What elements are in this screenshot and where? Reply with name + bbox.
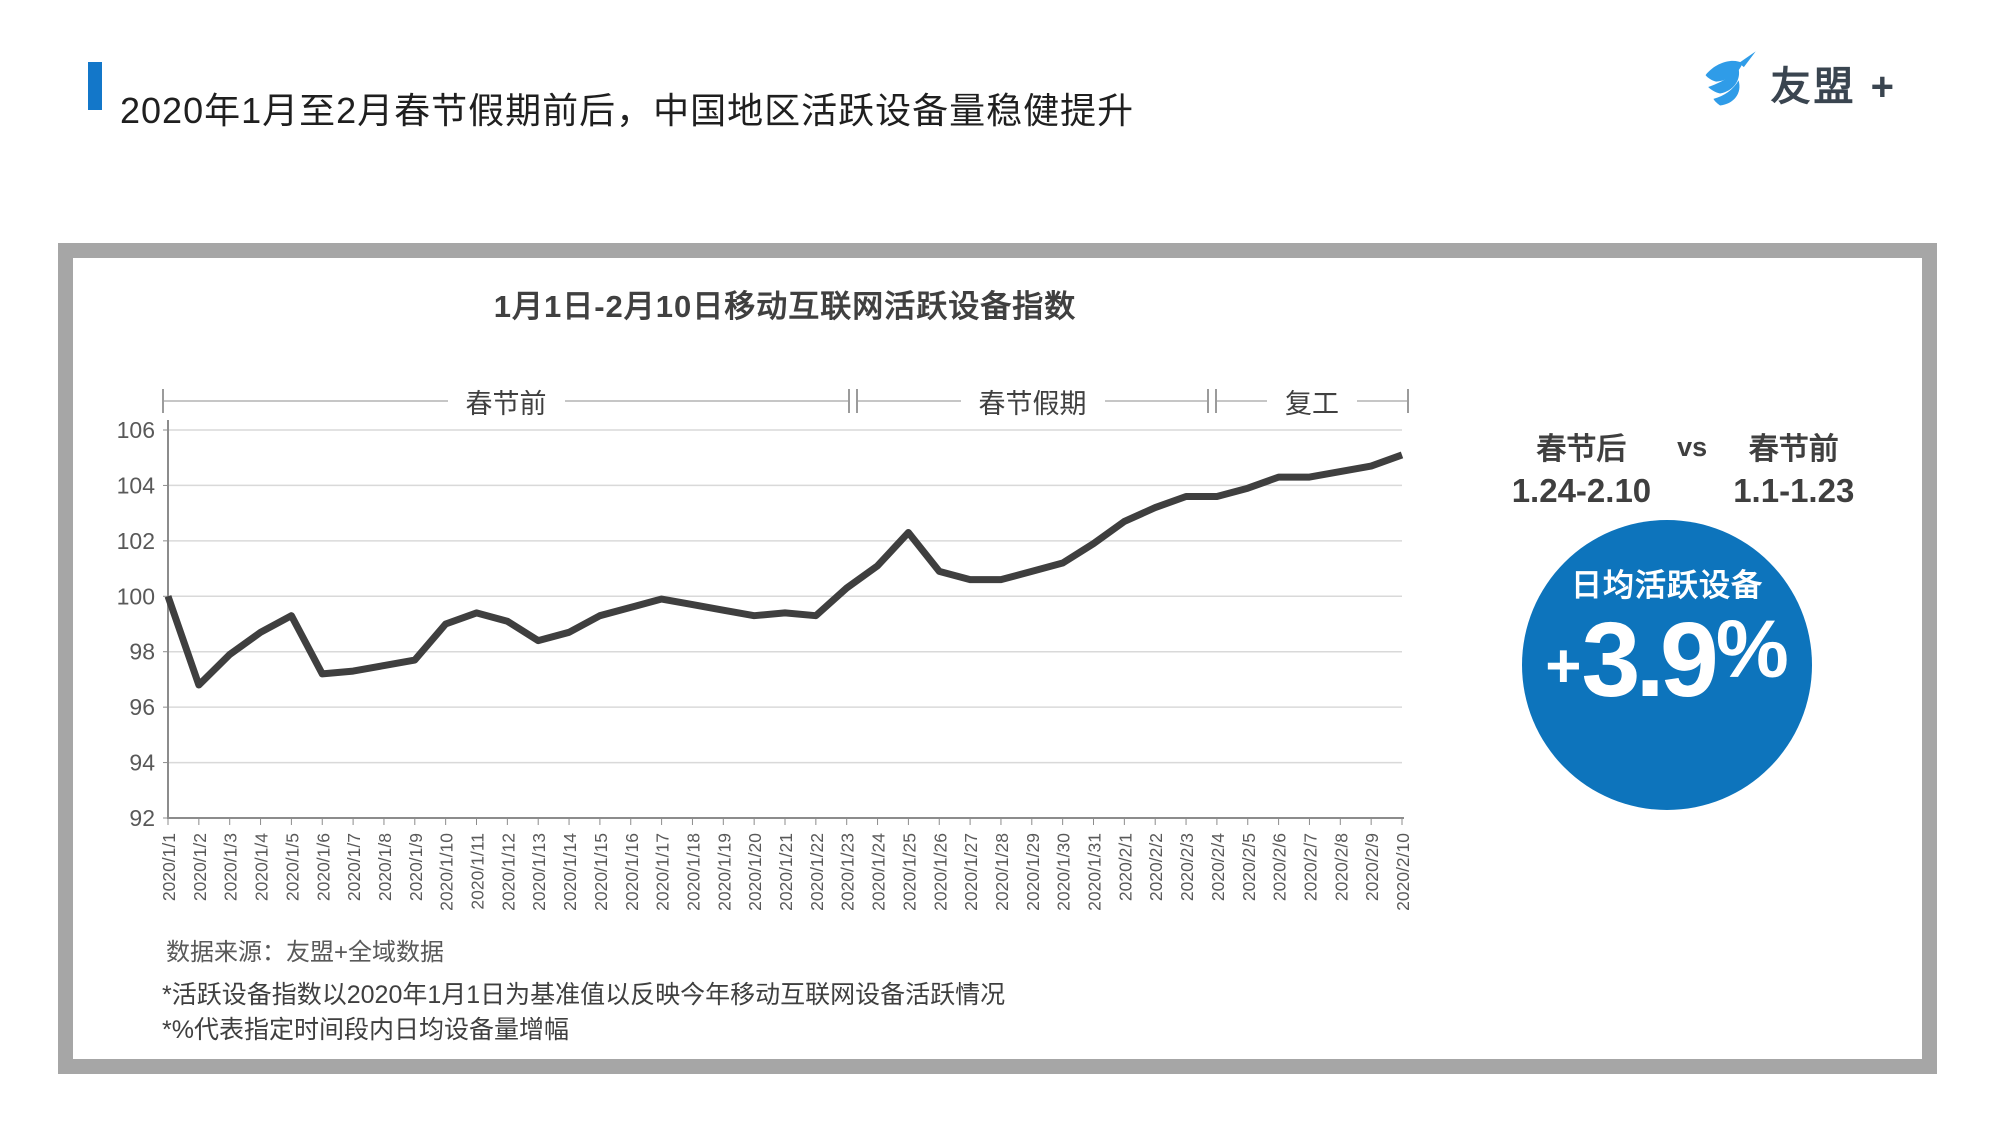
comparison-after-label: 春节后 xyxy=(1536,433,1627,466)
footnotes: *活跃设备指数以2020年1月1日为基准值以反映今年移动互联网设备活跃情况 *%… xyxy=(162,978,1005,1048)
comparison-before: 春节前 1.1-1.23 xyxy=(1733,424,1854,510)
footnote-1: *活跃设备指数以2020年1月1日为基准值以反映今年移动互联网设备活跃情况 xyxy=(162,981,1006,1009)
vs-label: vs xyxy=(1677,432,1708,462)
data-source-note: 数据来源：友盟+全域数据 xyxy=(166,939,445,966)
growth-badge-number: 3.9 xyxy=(1581,601,1718,719)
title-accent-bar xyxy=(88,62,102,110)
growth-badge: 日均活跃设备 +3.9% xyxy=(1522,520,1812,810)
bracket-end-bar xyxy=(1407,389,1409,413)
umeng-bird-icon xyxy=(1705,51,1756,106)
bracket-end-bar xyxy=(848,389,850,413)
footnote-2: *%代表指定时间段内日均设备量增幅 xyxy=(162,1016,569,1044)
chart-title: 1月1日-2月10日移动互联网活跃设备指数 xyxy=(493,289,1077,324)
growth-badge-plus: + xyxy=(1545,632,1582,701)
growth-badge-percent-sign: % xyxy=(1715,604,1789,695)
period-label-back-to-work: 复工 xyxy=(1285,388,1339,419)
bracket-end-bar xyxy=(162,389,164,413)
bracket-line xyxy=(164,400,448,402)
bracket-line xyxy=(1104,400,1207,402)
growth-badge-label: 日均活跃设备 xyxy=(1571,568,1763,603)
period-bracket-holiday: 春节假期 xyxy=(856,384,1209,419)
comparison-block: 春节后 1.24-2.10 vs 春节前 1.1-1.23 xyxy=(1468,424,1898,510)
period-label-holiday: 春节假期 xyxy=(978,388,1087,419)
comparison-after-range: 1.24-2.10 xyxy=(1511,472,1652,509)
page-title: 2020年1月至2月春节假期前后，中国地区活跃设备量稳健提升 xyxy=(120,90,1135,132)
bracket-line xyxy=(1357,400,1407,402)
comparison-before-range: 1.1-1.23 xyxy=(1733,472,1855,509)
growth-badge-value: +3.9% xyxy=(1522,607,1812,713)
comparison-before-label: 春节前 xyxy=(1748,433,1839,466)
period-bracket-back-to-work: 复工 xyxy=(1215,384,1409,419)
umeng-logo-text: 友盟 + xyxy=(1770,65,1897,109)
period-bracket-pre-festival: 春节前 xyxy=(162,384,850,419)
bracket-line xyxy=(858,400,961,402)
umeng-logo: 友盟 + xyxy=(1695,50,1897,116)
bracket-end-bar xyxy=(856,389,858,413)
bracket-end-bar xyxy=(1215,389,1217,413)
comparison-after: 春节后 1.24-2.10 xyxy=(1512,424,1651,510)
bracket-end-bar xyxy=(1207,389,1209,413)
bracket-line xyxy=(564,400,848,402)
period-label-pre-festival: 春节前 xyxy=(465,388,547,419)
bracket-line xyxy=(1217,400,1267,402)
